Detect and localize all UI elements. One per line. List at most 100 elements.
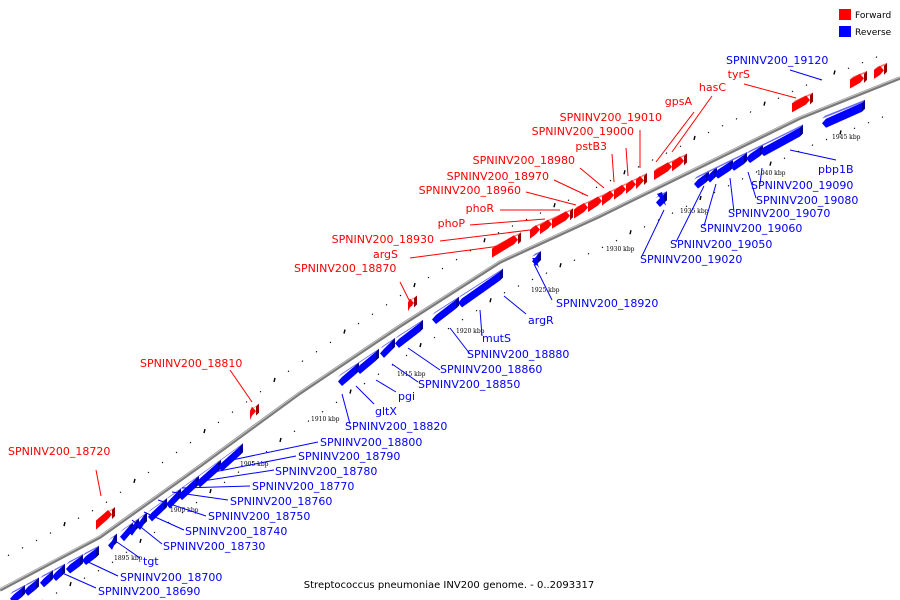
forward-gene[interactable] — [874, 62, 887, 79]
reverse-gene[interactable] — [657, 192, 666, 206]
reverse-gene-label[interactable]: SPNINV200_19090 — [751, 167, 853, 192]
reverse-gene-label-text: SPNINV200_18860 — [440, 363, 542, 376]
tick-mark-lower — [139, 538, 142, 544]
forward-gene[interactable] — [96, 506, 115, 530]
reverse-gene-label-text: SPNINV200_18780 — [275, 465, 377, 478]
forward-gene-label[interactable]: SPNINV200_18720 — [8, 445, 110, 497]
reverse-gene-label[interactable]: SPNINV200_18880 — [449, 327, 569, 361]
reverse-gene-label[interactable]: argR — [503, 295, 554, 327]
reverse-gene-label[interactable]: SPNINV200_19120 — [726, 54, 828, 81]
reverse-gene[interactable] — [108, 533, 117, 550]
reverse-gene-label[interactable]: pbp1B — [789, 149, 854, 176]
tick-mark-upper — [539, 212, 542, 214]
reverse-gene-body — [52, 566, 62, 581]
forward-gene-label[interactable]: SPNINV200_18980 — [473, 154, 605, 189]
forward-gene[interactable] — [492, 232, 521, 258]
tick-mark-upper — [511, 225, 514, 227]
forward-gene-label[interactable]: SPNINV200_18930 — [332, 229, 531, 246]
reverse-gene-label[interactable]: SPNINV200_18730 — [131, 519, 265, 553]
reverse-gene-label[interactable]: SPNINV200_19080 — [747, 171, 858, 207]
reverse-gene[interactable] — [82, 545, 99, 566]
reverse-gene-label[interactable]: SPNINV200_18740 — [143, 511, 287, 538]
forward-gene-label[interactable]: SPNINV200_19010 — [560, 111, 662, 168]
reverse-gene[interactable] — [694, 170, 709, 189]
reverse-gene-label[interactable]: SPNINV200_18780 — [195, 465, 377, 483]
reverse-gene-label[interactable]: SPNINV200_18770 — [181, 480, 354, 493]
forward-gene[interactable] — [250, 403, 259, 420]
forward-gene[interactable] — [552, 208, 573, 229]
forward-gene-label[interactable]: tyrS — [728, 68, 797, 99]
reverse-gene[interactable] — [532, 258, 539, 268]
forward-gene-label[interactable]: phoR — [466, 202, 560, 215]
forward-gene-label[interactable]: SPNINV200_18870 — [294, 262, 413, 307]
reverse-gene-label[interactable]: SPNINV200_18790 — [213, 450, 400, 473]
tick-mark-upper — [35, 539, 38, 542]
forward-gene[interactable] — [654, 159, 675, 181]
reverse-gene-label[interactable]: SPNINV200_19020 — [640, 209, 742, 266]
forward-gene[interactable] — [850, 70, 867, 89]
forward-gene-label[interactable]: argS — [373, 245, 501, 261]
reverse-gene-label[interactable]: gltX — [355, 385, 397, 418]
forward-gene-label-leader — [579, 167, 605, 189]
reverse-gene-label[interactable]: tgt — [113, 539, 159, 568]
reverse-gene[interactable] — [395, 319, 423, 348]
tick-mark-upper — [567, 199, 570, 202]
reverse-gene[interactable] — [760, 124, 803, 157]
tick-mark-upper — [7, 554, 10, 557]
forward-gene-label[interactable]: phoP — [438, 217, 546, 230]
tick-mark-upper — [525, 218, 528, 221]
forward-gene[interactable] — [408, 295, 417, 312]
forward-gene-body — [654, 162, 672, 181]
reverse-gene[interactable] — [52, 563, 65, 581]
reverse-gene-label[interactable]: SPNINV200_18800 — [231, 436, 422, 461]
reverse-gene[interactable] — [218, 443, 243, 472]
tick-mark-lower — [55, 592, 58, 594]
reverse-gene[interactable] — [24, 577, 39, 596]
tick-mark-lower — [545, 272, 548, 274]
reverse-gene[interactable] — [822, 99, 865, 128]
reverse-gene-label[interactable]: pgi — [375, 379, 415, 403]
reverse-gene-label[interactable]: SPNINV200_18850 — [391, 363, 520, 391]
forward-gene[interactable] — [636, 172, 647, 189]
reverse-gene-label[interactable]: SPNINV200_19070 — [728, 177, 830, 220]
reverse-gene[interactable] — [66, 554, 83, 574]
reverse-gene[interactable] — [40, 570, 53, 588]
reverse-gene-top — [395, 319, 423, 339]
reverse-gene[interactable] — [432, 296, 459, 325]
forward-gene-label[interactable]: SPNINV200_19000 — [532, 125, 634, 177]
reverse-gene[interactable] — [380, 337, 395, 358]
tick-mark-upper — [777, 97, 780, 100]
reverse-gene[interactable] — [746, 144, 763, 163]
reverse-gene-label[interactable]: mutS — [479, 309, 511, 345]
reverse-gene-label[interactable]: SPNINV200_19050 — [670, 185, 772, 251]
reverse-gene-label[interactable]: SPNINV200_18750 — [157, 499, 310, 523]
reverse-gene-label[interactable]: SPNINV200_18920 — [533, 263, 658, 310]
forward-gene[interactable] — [672, 153, 687, 172]
reverse-gene-label[interactable]: SPNINV200_19060 — [700, 183, 802, 235]
reverse-gene-label[interactable]: SPNINV200_18760 — [171, 491, 332, 508]
reverse-gene[interactable] — [458, 268, 503, 308]
forward-gene-label[interactable]: hasC — [671, 81, 726, 153]
tick-mark-upper — [735, 118, 738, 120]
reverse-gene-label[interactable]: SPNINV200_18700 — [83, 559, 222, 584]
reverse-gene[interactable] — [128, 517, 139, 536]
reverse-gene-label[interactable]: SPNINV200_18690 — [59, 571, 200, 598]
tick-mark-lower — [573, 259, 576, 262]
reverse-gene[interactable] — [136, 512, 147, 530]
reverse-gene[interactable] — [730, 151, 747, 171]
reverse-gene-label[interactable]: SPNINV200_18820 — [341, 393, 447, 433]
tick-mark-upper — [217, 421, 220, 424]
reverse-gene[interactable] — [356, 348, 379, 374]
forward-gene-body — [602, 190, 614, 206]
forward-gene-label[interactable]: SPNINV200_18970 — [447, 170, 589, 197]
tick-mark-upper — [21, 546, 24, 549]
forward-gene-label[interactable]: gpsA — [655, 95, 695, 163]
forward-gene-body — [552, 211, 570, 229]
reverse-gene[interactable] — [196, 459, 221, 488]
forward-gene[interactable] — [792, 92, 813, 113]
forward-gene-label[interactable]: SPNINV200_18960 — [419, 184, 577, 206]
forward-gene-label[interactable]: pstB3 — [575, 140, 615, 183]
reverse-gene[interactable] — [10, 584, 25, 600]
reverse-gene-label[interactable]: SPNINV200_18860 — [407, 347, 542, 376]
forward-gene-label[interactable]: SPNINV200_18810 — [140, 357, 253, 403]
